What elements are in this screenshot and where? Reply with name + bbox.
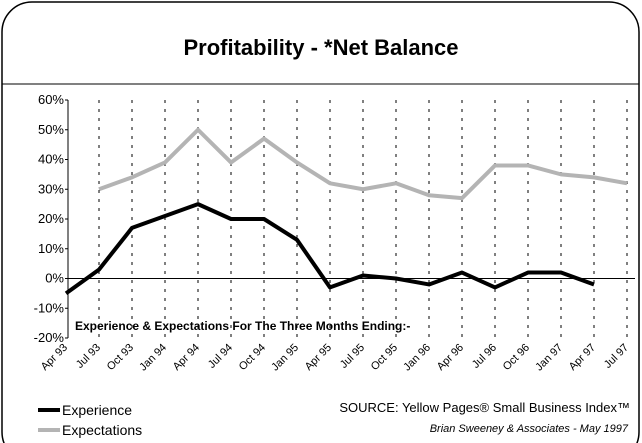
y-tick-label: 60%: [38, 92, 64, 107]
x-tick-label: Jan 94: [137, 342, 169, 374]
x-tick-label: Jul 95: [338, 342, 367, 371]
x-tick-label: Jan 97: [533, 342, 565, 374]
annotation: Experience & Expectations For The Three …: [75, 319, 410, 333]
y-tick-label: 30%: [38, 181, 64, 196]
x-tick-label: Apr 96: [435, 342, 466, 373]
legend-label: Expectations: [62, 422, 142, 438]
x-tick-label: Oct 96: [501, 342, 532, 373]
x-tick-label: Apr 97: [567, 342, 598, 373]
y-tick-label: 40%: [38, 152, 64, 167]
x-tick-label: Oct 94: [237, 342, 268, 373]
series-line: [98, 127, 628, 201]
x-tick-label: Oct 93: [105, 342, 136, 373]
credit: Brian Sweeney & Associates - May 1997: [430, 423, 629, 435]
y-tick-label: 50%: [38, 122, 64, 137]
x-tick-label: Oct 95: [369, 342, 400, 373]
y-tick-label: 20%: [38, 211, 64, 226]
x-tick-label: Jul 96: [470, 342, 499, 371]
x-tick-label: Jan 95: [269, 342, 301, 374]
source: SOURCE: Yellow Pages® Small Business Ind…: [339, 400, 630, 415]
x-tick-label: Apr 93: [39, 342, 70, 373]
y-tick-label: 10%: [38, 241, 64, 256]
y-tick-label: 0%: [45, 271, 64, 286]
series-line: [64, 202, 595, 295]
x-tick-label: Jul 93: [74, 342, 103, 371]
x-tick-label: Jan 96: [401, 342, 433, 374]
legend-label: Experience: [62, 402, 132, 418]
x-tick-label: Apr 94: [171, 342, 202, 373]
x-tick-label: Jul 97: [602, 342, 631, 371]
x-tick-label: Apr 95: [303, 342, 334, 373]
y-tick-label: -20%: [34, 330, 65, 345]
y-tick-label: -10%: [34, 300, 65, 315]
x-tick-label: Jul 94: [206, 342, 235, 371]
chart-title: Profitability - *Net Balance: [183, 35, 458, 60]
